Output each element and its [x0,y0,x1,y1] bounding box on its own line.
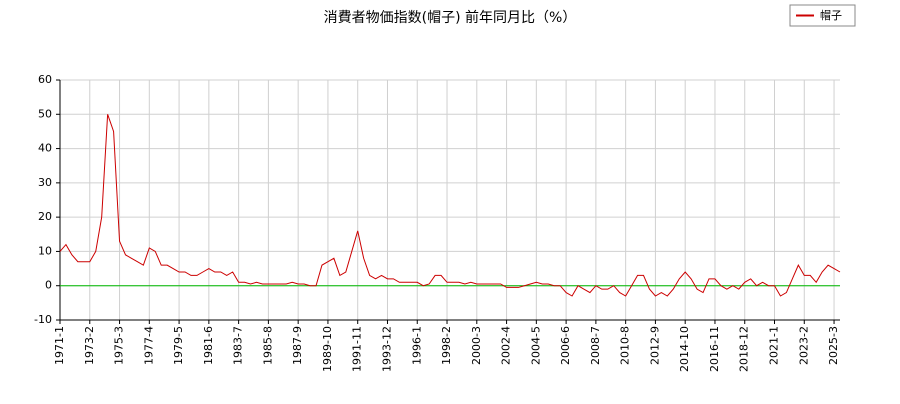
legend: 帽子 [789,4,856,27]
x-tick-label: 2018-12 [738,326,751,372]
y-tick-label: 30 [38,176,52,189]
y-tick-label: 60 [38,73,52,86]
x-tick-label: 1996-1 [410,326,423,365]
x-tick-label: 2000-3 [470,326,483,365]
x-tick-label: 1981-6 [202,326,215,365]
y-tick-label: 20 [38,210,52,223]
x-tick-label: 1975-3 [113,326,126,365]
y-tick-label: -10 [34,313,52,326]
x-tick-label: 2012-9 [648,326,661,365]
x-tick-label: 2006-6 [559,326,572,365]
chart-title: 消費者物価指数(帽子) 前年同月比（%） [324,9,577,26]
x-tick-label: 1979-5 [172,326,185,365]
data-line [59,114,841,297]
x-tick-label: 1991-11 [351,326,364,372]
x-tick-label: 1971-1 [53,326,66,365]
x-tick-label: 2014-10 [678,326,691,372]
y-tick-label: 10 [38,244,52,257]
x-tick-label: 1983-7 [232,326,245,365]
legend-label: 帽子 [820,9,842,22]
x-tick-label: 1998-2 [440,326,453,365]
x-tick-label: 1987-9 [291,326,304,365]
x-tick-label: 2021-1 [768,326,781,365]
x-tick-label: 2008-7 [589,326,602,365]
x-tick-label: 2025-3 [827,326,840,365]
y-tick-label: 50 [38,107,52,120]
x-tick-label: 1985-8 [261,326,274,365]
x-tick-label: 2002-4 [500,326,513,365]
x-tick-label: 1993-12 [380,326,393,372]
x-tick-label: 2004-5 [529,326,542,365]
y-tick-label: 40 [38,142,52,155]
y-tick-label: 0 [45,279,52,292]
x-tick-label: 1989-10 [321,326,334,372]
legend-box [789,4,856,27]
x-tick-label: 2010-8 [619,326,632,365]
x-tick-label: 1977-4 [142,326,155,365]
x-tick-label: 2023-2 [797,326,810,365]
x-tick-label: 2016-11 [708,326,721,372]
x-tick-label: 1973-2 [83,326,96,365]
